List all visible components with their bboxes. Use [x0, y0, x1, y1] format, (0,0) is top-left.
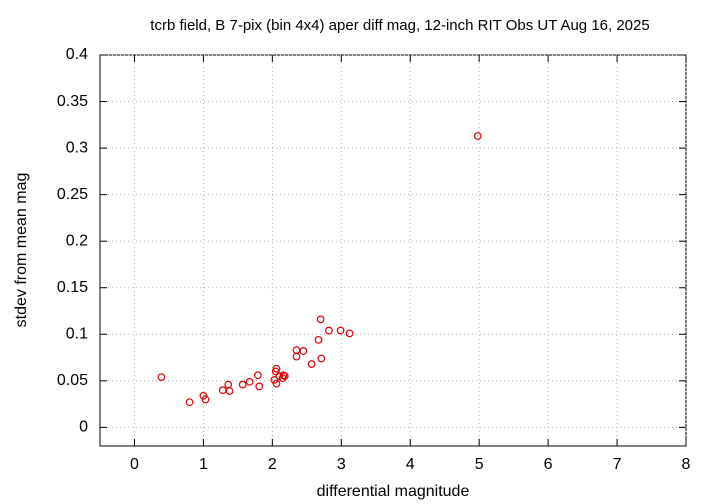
y-tick-label: 0.1: [66, 326, 88, 343]
point: [270, 376, 279, 384]
point: [272, 364, 281, 373]
point: [324, 326, 333, 335]
point: [224, 380, 233, 389]
point: [317, 354, 326, 363]
x-tick-label: 7: [613, 456, 622, 473]
y-tick-label: 0.35: [57, 93, 88, 110]
point: [157, 373, 166, 382]
plot-frame: [99, 54, 687, 447]
y-tick-label: 0.2: [66, 232, 88, 249]
x-tick-label: 3: [337, 456, 346, 473]
x-tick-label: 1: [199, 456, 208, 473]
y-tick-label: 0.05: [57, 372, 88, 389]
chart-title: tcrb field, B 7-pix (bin 4x4) aper diff …: [150, 17, 649, 34]
point: [316, 315, 325, 324]
point: [185, 398, 194, 407]
point: [299, 347, 308, 355]
x-axis-label: differential magnitude: [317, 483, 470, 500]
y-tick-label: 0.3: [66, 139, 88, 156]
x-tick-label: 2: [268, 456, 277, 473]
point: [255, 382, 264, 391]
point: [201, 395, 210, 404]
x-tick-label: 0: [130, 456, 139, 473]
point: [272, 379, 281, 388]
y-axis-label: stdev from mean mag: [13, 173, 30, 328]
point: [336, 326, 345, 335]
point: [218, 386, 227, 395]
point: [279, 371, 288, 380]
x-tick-label: 5: [475, 456, 484, 473]
point: [292, 346, 301, 355]
point: [307, 360, 316, 368]
y-tick-label: 0.4: [66, 46, 88, 63]
y-tick-label: 0.15: [57, 279, 88, 296]
point: [199, 391, 208, 400]
point: [238, 380, 247, 389]
point: [292, 352, 301, 361]
point: [253, 371, 262, 380]
y-tick-label: 0: [79, 419, 88, 436]
point: [345, 329, 354, 338]
y-tick-label: 0.25: [57, 186, 88, 203]
point: [314, 335, 323, 344]
point: [245, 377, 254, 386]
x-tick-label: 4: [406, 456, 415, 473]
point: [280, 372, 289, 381]
point: [225, 387, 234, 395]
x-tick-label: 8: [682, 456, 691, 473]
x-tick-label: 6: [544, 456, 553, 473]
point: [473, 132, 482, 140]
